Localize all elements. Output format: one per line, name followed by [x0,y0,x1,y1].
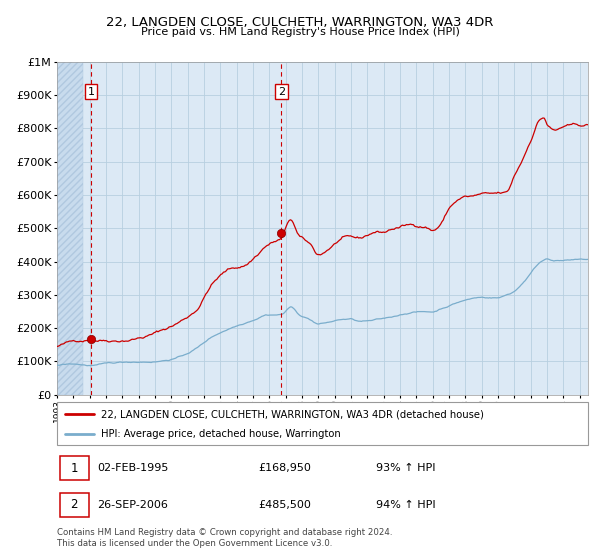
FancyBboxPatch shape [59,456,89,480]
FancyBboxPatch shape [57,402,588,445]
Text: 2: 2 [278,87,285,96]
Text: 2: 2 [70,498,78,511]
Text: Price paid vs. HM Land Registry's House Price Index (HPI): Price paid vs. HM Land Registry's House … [140,27,460,37]
Text: 02-FEB-1995: 02-FEB-1995 [97,463,168,473]
Text: 22, LANGDEN CLOSE, CULCHETH, WARRINGTON, WA3 4DR (detached house): 22, LANGDEN CLOSE, CULCHETH, WARRINGTON,… [101,409,484,419]
FancyBboxPatch shape [59,493,89,517]
Text: 1: 1 [88,87,95,96]
Text: £485,500: £485,500 [259,500,311,510]
Text: 1: 1 [70,462,78,475]
Text: 22, LANGDEN CLOSE, CULCHETH, WARRINGTON, WA3 4DR: 22, LANGDEN CLOSE, CULCHETH, WARRINGTON,… [106,16,494,29]
Bar [57,0,83,395]
Text: Contains HM Land Registry data © Crown copyright and database right 2024.
This d: Contains HM Land Registry data © Crown c… [57,528,392,548]
Text: 26-SEP-2006: 26-SEP-2006 [97,500,168,510]
Text: £168,950: £168,950 [259,463,311,473]
Text: 93% ↑ HPI: 93% ↑ HPI [376,463,435,473]
Text: HPI: Average price, detached house, Warrington: HPI: Average price, detached house, Warr… [101,430,340,439]
Text: 94% ↑ HPI: 94% ↑ HPI [376,500,435,510]
